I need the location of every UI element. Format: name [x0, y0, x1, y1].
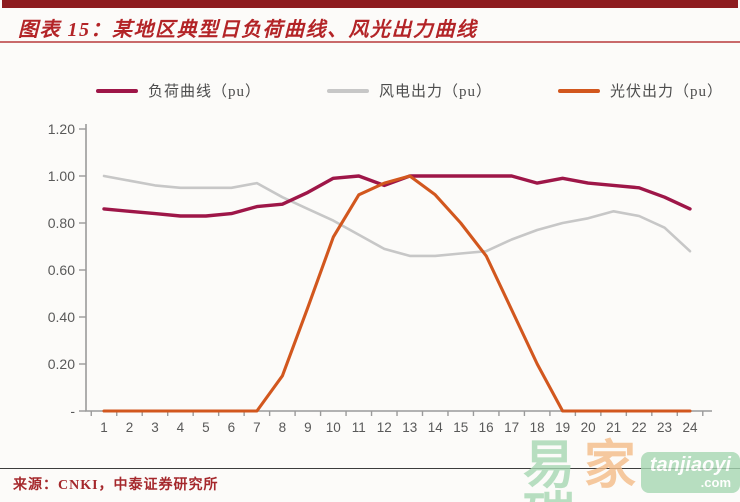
x-tick-label: 2 — [126, 420, 134, 435]
pv-legend-label: 光伏出力（pu） — [610, 84, 724, 100]
x-tick-label: 11 — [352, 420, 366, 435]
x-tick-label: 19 — [555, 420, 570, 435]
legend-item-load: 负荷曲线（pu） — [96, 80, 261, 101]
x-tick-label: 22 — [632, 420, 647, 435]
wind-legend-label: 风电出力（pu） — [379, 84, 493, 100]
x-tick-label: 10 — [326, 420, 341, 435]
axis-lines — [85, 124, 712, 412]
load-legend-marker — [96, 88, 138, 93]
x-tick-label: 8 — [279, 420, 287, 435]
x-tick-label: 14 — [428, 420, 444, 435]
x-tick-label: 23 — [657, 420, 672, 435]
source-note: 来源：CNKI，中泰证券研究所 — [13, 478, 219, 493]
title-underline — [0, 41, 740, 43]
x-tick-label: 3 — [151, 420, 159, 435]
x-tick-label: 18 — [530, 420, 545, 435]
x-tick-label: 1 — [100, 420, 108, 435]
x-tick-label: 7 — [253, 420, 261, 435]
x-tick-label: 20 — [581, 420, 596, 435]
x-tick-label: 24 — [683, 420, 699, 435]
wind-output-line — [102, 174, 692, 258]
figure-title: 图表 15：某地区典型日负荷曲线、风光出力曲线 — [18, 19, 478, 41]
y-tick-label: 1.20 — [48, 121, 75, 137]
footer-divider-line — [0, 468, 740, 469]
x-tick-label: 6 — [228, 420, 236, 435]
y-tick-label: - — [70, 403, 75, 419]
x-tick-label: 5 — [202, 420, 210, 435]
y-tick-label: 0.60 — [48, 262, 75, 278]
x-tick-label: 16 — [479, 420, 494, 435]
watermark-badge-line1: tanjiaoyi — [649, 454, 731, 476]
pv-legend-marker — [558, 88, 601, 93]
legend-item-pv: 光伏出力（pu） — [558, 80, 723, 101]
x-tick-label: 15 — [453, 420, 468, 435]
y-tick-label: 0.20 — [48, 356, 75, 372]
x-tick-label: 4 — [177, 420, 185, 435]
chart-area: 1.20 1.00 0.80 0.60 0.40 0.20-1 2 3 4 5 6 7 8 9 10 11 12… — [30, 112, 725, 452]
x-tick-label: 13 — [402, 420, 417, 435]
load-legend-label: 负荷曲线（pu） — [148, 84, 262, 100]
x-tick-label: 12 — [377, 420, 392, 435]
x-tick-label: 21 — [606, 420, 621, 435]
watermark-badge: tanjiaoyi .com — [640, 452, 740, 494]
y-tick-label: 1.00 — [48, 168, 75, 184]
legend-item-wind: 风电出力（pu） — [327, 80, 492, 101]
load-curve-line — [102, 174, 692, 218]
wind-legend-marker — [327, 88, 370, 93]
chart-legend: 负荷曲线（pu） 风电出力（pu） 光伏出力（pu） — [96, 80, 723, 101]
watermark-badge-line2: .com — [700, 475, 731, 490]
x-tick-label: 9 — [304, 420, 312, 435]
y-tick-label: 0.80 — [48, 215, 75, 231]
top-red-bar — [2, 0, 738, 8]
chart-canvas: 1.201.000.800.600.400.20-1 2 3 4 5 6 7 8 9 10 11 12… — [48, 121, 712, 435]
y-tick-label: 0.40 — [48, 309, 75, 325]
pv-output-line — [102, 174, 692, 413]
x-tick-label: 17 — [504, 420, 519, 435]
